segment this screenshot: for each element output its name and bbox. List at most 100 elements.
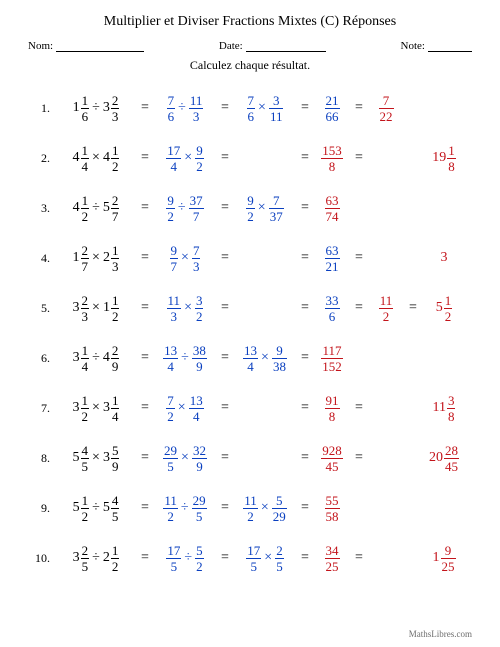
problem-row: 1.116÷323=76÷113=76×311=2166=722 [34,83,472,133]
numerator: 13 [189,394,204,408]
numerator: 11 [189,94,204,108]
problem-statement: 116÷323 [54,94,138,123]
fraction: 12 [111,294,120,323]
numerator: 2 [111,94,120,108]
step5: 1925 [420,544,468,573]
equals: = [138,350,152,366]
step2: 112×529 [232,494,298,523]
numerator: 13 [243,344,258,358]
step2: 175×25 [232,544,298,573]
numerator: 3 [195,294,204,308]
operator: × [175,400,189,416]
fraction: 925 [441,544,456,573]
denominator: 4 [111,408,120,423]
fraction: 92 [246,194,255,223]
fraction: 14 [111,394,120,423]
denominator: 22 [379,108,394,123]
step3: 2166 [312,94,352,123]
fraction: 72 [166,394,175,423]
operator: ÷ [89,100,103,116]
numerator: 33 [325,294,340,308]
denominator: 5 [275,558,284,573]
fraction: 112 [163,494,178,523]
denominator: 8 [321,158,343,173]
numerator: 2 [81,294,90,308]
step1: 295×329 [152,444,218,473]
numerator: 117 [321,344,342,358]
fraction: 117152 [321,344,343,373]
equals: = [298,150,312,166]
mixed-number: 1138 [433,394,456,423]
fraction: 112 [243,494,258,523]
fraction: 29 [111,344,120,373]
numerator: 928 [321,444,343,458]
denominator: 4 [81,358,90,373]
fraction: 5558 [325,494,340,523]
denominator: 2 [81,208,90,223]
equals: = [218,200,232,216]
fraction: 18 [447,144,456,173]
fraction: 329 [192,444,207,473]
denominator: 6 [81,108,90,123]
equals: = [138,500,152,516]
mixed-number: 412 [73,194,90,223]
fraction: 73 [192,244,201,273]
equals: = [138,150,152,166]
fraction: 722 [379,94,394,123]
step1: 112÷295 [152,494,218,523]
problem-row: 8.545×359=295×329==92845=202845 [34,433,472,483]
problem-index: 4. [34,251,54,266]
fraction: 32 [195,294,204,323]
denominator: 3 [111,108,120,123]
numerator: 2 [81,544,90,558]
problem-row: 7.312×314=72×134==918=1138 [34,383,472,433]
equals: = [138,450,152,466]
denominator: 2 [166,208,175,223]
whole-part: 19 [432,150,447,166]
numerator: 21 [325,94,340,108]
operator: × [181,300,195,316]
numerator: 9 [275,344,284,358]
problem-list: 1.116÷323=76÷113=76×311=2166=7222.414×41… [28,83,472,583]
fraction: 311 [269,94,284,123]
denominator: 66 [325,108,340,123]
operator: × [261,550,275,566]
whole-part: 1 [433,550,441,566]
note-label: Note: [401,40,425,52]
whole-part: 3 [103,450,111,466]
whole-part: 5 [436,300,444,316]
whole-part: 5 [73,500,81,516]
mixed-number: 512 [73,494,90,523]
equals: = [298,500,312,516]
fraction: 45 [111,494,120,523]
fraction: 389 [192,344,207,373]
mixed-number: 414 [73,144,90,173]
whole-part: 2 [103,250,111,266]
numerator: 2 [81,244,90,258]
denominator: 74 [325,208,340,223]
mixed-number: 112 [103,294,120,323]
fraction: 52 [195,544,204,573]
whole-part: 5 [73,450,81,466]
problem-statement: 127×213 [54,244,138,273]
numerator: 4 [111,494,120,508]
step3: 1538 [312,144,352,173]
whole-part: 4 [73,150,81,166]
fraction: 295 [192,494,207,523]
mixed-number: 212 [103,544,120,573]
step1: 174×92 [152,144,218,173]
note-field: Note: [401,40,472,52]
fraction: 76 [167,94,176,123]
problem-row: 2.414×412=174×92==1538=1918 [34,133,472,183]
operator: × [258,500,272,516]
fraction: 92845 [321,444,343,473]
step3: 117152 [312,344,352,373]
numerator: 38 [192,344,207,358]
step3: 6321 [312,244,352,273]
equals: = [218,100,232,116]
denominator: 45 [444,458,459,473]
step1: 134÷389 [152,344,218,373]
fraction: 23 [111,94,120,123]
numerator: 5 [275,494,284,508]
denominator: 4 [163,358,178,373]
